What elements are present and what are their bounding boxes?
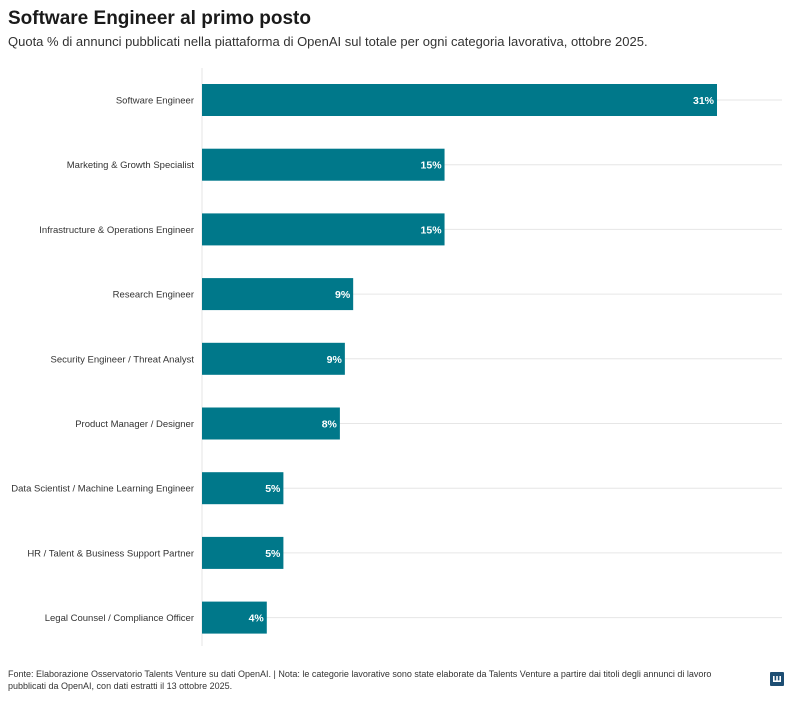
source-note: Fonte: Elaborazione Osservatorio Talents… <box>8 669 712 691</box>
bar[interactable] <box>202 84 717 116</box>
chart-title: Software Engineer al primo posto <box>8 8 311 29</box>
bar[interactable] <box>202 213 445 246</box>
bar[interactable] <box>202 278 354 311</box>
category-label: Data Scientist / Machine Learning Engine… <box>11 484 194 495</box>
category-label: Infrastructure & Operations Engineer <box>39 225 194 236</box>
value-label: 9% <box>335 289 351 301</box>
bar-chart: Software Engineer 31% Marketing & Growth S… <box>11 68 782 646</box>
value-label: 15% <box>421 224 443 236</box>
value-label: 15% <box>421 160 443 172</box>
value-label: 8% <box>322 419 338 431</box>
value-label: 5% <box>265 548 281 560</box>
category-label: Product Manager / Designer <box>75 419 194 430</box>
category-label: HR / Talent & Business Support Partner <box>27 548 194 559</box>
bar[interactable] <box>202 407 340 440</box>
value-label: 31% <box>693 95 715 107</box>
category-label: Research Engineer <box>113 290 194 301</box>
chart-subtitle: Quota % di annunci pubblicati nella piat… <box>8 34 648 49</box>
category-label: Security Engineer / Threat Analyst <box>51 354 195 365</box>
value-label: 5% <box>265 483 281 495</box>
value-label: 9% <box>327 354 343 366</box>
datawrapper-logo-icon[interactable] <box>770 672 784 686</box>
bar[interactable] <box>202 601 267 634</box>
bar[interactable] <box>202 342 345 375</box>
bar[interactable] <box>202 148 445 181</box>
category-label: Legal Counsel / Compliance Officer <box>45 613 194 624</box>
bar[interactable] <box>202 472 284 505</box>
bar[interactable] <box>202 536 284 569</box>
category-label: Marketing & Growth Specialist <box>67 160 195 171</box>
category-label: Software Engineer <box>116 96 194 107</box>
value-label: 4% <box>249 613 265 625</box>
